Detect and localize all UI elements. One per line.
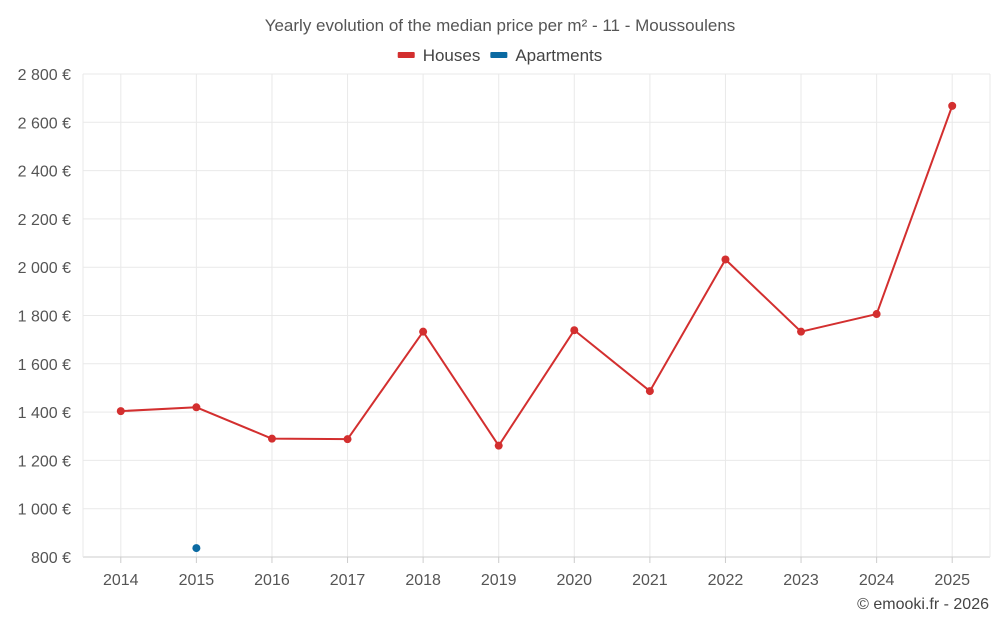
houses-point-2024[interactable] bbox=[872, 310, 881, 319]
apartments-legend-label[interactable]: Apartments bbox=[515, 46, 602, 65]
axes: 800 € 1 000 € 1 200 € 1 400 € 1 600 € 1 800 €… bbox=[18, 67, 991, 589]
houses-point-2025[interactable] bbox=[948, 101, 957, 110]
houses-legend-swatch[interactable] bbox=[397, 52, 415, 58]
x-tick-label: 2022 bbox=[708, 572, 744, 589]
x-tick-label: 2014 bbox=[103, 572, 139, 589]
series-layer bbox=[116, 101, 957, 553]
y-tick-label: 1 000 € bbox=[18, 502, 71, 519]
x-tick-label: 2015 bbox=[179, 572, 215, 589]
x-tick-label: 2021 bbox=[632, 572, 668, 589]
grid bbox=[83, 73, 990, 558]
x-tick-label: 2025 bbox=[934, 572, 970, 589]
houses-point-2022[interactable] bbox=[721, 255, 730, 264]
y-tick-label: 2 000 € bbox=[18, 260, 71, 277]
y-tick-label: 1 200 € bbox=[18, 453, 71, 470]
houses-point-2014[interactable] bbox=[116, 407, 125, 416]
houses-line bbox=[120, 105, 954, 447]
y-tick-label: 2 800 € bbox=[18, 67, 71, 84]
x-tick-label: 2020 bbox=[556, 572, 592, 589]
x-tick-label: 2018 bbox=[405, 572, 441, 589]
houses-point-2016[interactable] bbox=[267, 434, 276, 443]
houses-point-2018[interactable] bbox=[419, 327, 428, 336]
y-tick-label: 2 400 € bbox=[18, 164, 71, 181]
x-tick-label: 2019 bbox=[481, 572, 517, 589]
y-tick-label: 2 200 € bbox=[18, 212, 71, 229]
apartments-point-2015[interactable] bbox=[192, 544, 201, 553]
x-tick-label: 2024 bbox=[859, 572, 895, 589]
houses-point-2023[interactable] bbox=[797, 327, 806, 336]
x-tick-label: 2017 bbox=[330, 572, 366, 589]
houses-legend-label[interactable]: Houses bbox=[423, 46, 481, 65]
x-tick-label: 2023 bbox=[783, 572, 819, 589]
y-tick-label: 800 € bbox=[31, 550, 71, 567]
houses-point-2015[interactable] bbox=[192, 403, 201, 412]
y-tick-label: 1 400 € bbox=[18, 405, 71, 422]
houses-point-2020[interactable] bbox=[570, 326, 579, 335]
apartments-legend-swatch[interactable] bbox=[490, 52, 508, 58]
houses-point-2017[interactable] bbox=[343, 435, 352, 444]
credit-text: © emooki.fr - 2026 bbox=[857, 596, 989, 613]
y-tick-label: 1 600 € bbox=[18, 357, 71, 374]
chart-title: Yearly evolution of the median price per… bbox=[265, 16, 736, 35]
houses-point-2019[interactable] bbox=[494, 441, 503, 450]
legend: Houses Apartments bbox=[397, 46, 602, 65]
x-tick-label: 2016 bbox=[254, 572, 290, 589]
houses-point-2021[interactable] bbox=[645, 387, 654, 396]
y-tick-label: 1 800 € bbox=[18, 309, 71, 326]
y-tick-label: 2 600 € bbox=[18, 115, 71, 132]
